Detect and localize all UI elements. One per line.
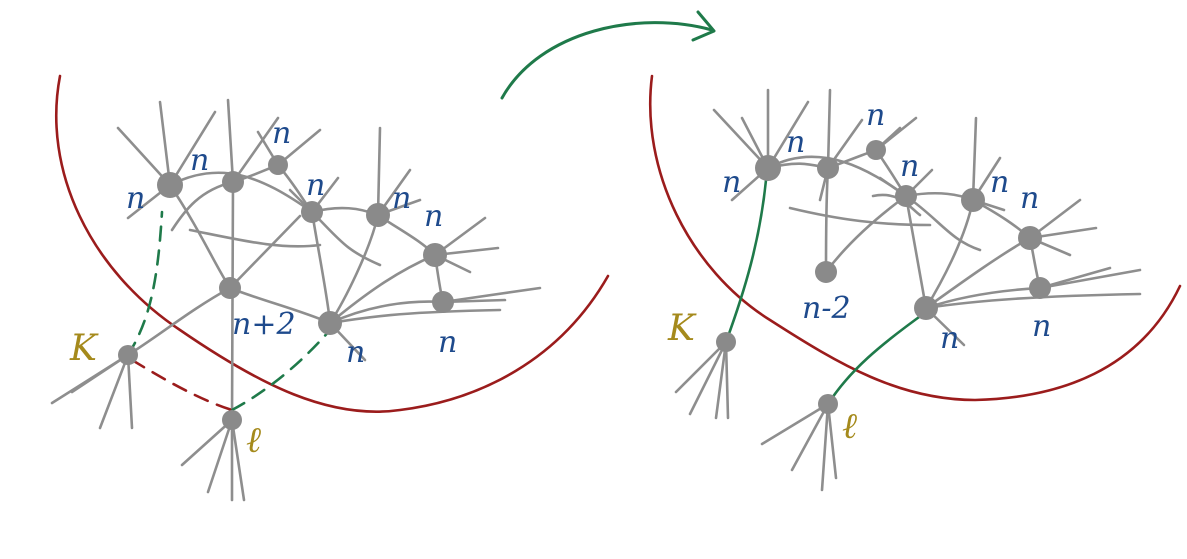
left-node	[219, 277, 241, 299]
left-degree-label: n	[306, 168, 325, 203]
right-degree-label: n-2	[802, 291, 851, 326]
left-degree-label: n	[424, 199, 443, 234]
left-edges	[50, 98, 542, 502]
left-new-edges-dashed	[126, 210, 332, 412]
left-degree-labels: n n n n n n n+2 n n	[126, 116, 457, 370]
right-degree-label: n	[900, 149, 919, 184]
left-node	[366, 203, 390, 227]
right-node	[914, 296, 938, 320]
transformation-arrow	[500, 10, 716, 100]
left-node	[157, 172, 183, 198]
right-degree-label: n	[1020, 181, 1039, 216]
right-node	[755, 155, 781, 181]
right-vertex-label-l: ℓ	[842, 406, 857, 447]
left-node	[222, 171, 244, 193]
right-node	[866, 140, 886, 160]
left-vertex-label-k: K	[69, 328, 99, 369]
left-node	[301, 201, 323, 223]
right-new-edge-l	[826, 310, 928, 406]
right-boundary-curve	[648, 74, 1182, 402]
right-node	[1018, 226, 1042, 250]
left-degree-label: n+2	[232, 307, 296, 342]
right-node	[817, 157, 839, 179]
left-node	[432, 291, 454, 313]
left-vertex-labels: K ℓ	[69, 328, 261, 461]
right-nodes	[716, 140, 1051, 414]
left-degree-label: n	[438, 325, 457, 360]
left-panel: n n n n n n n+2 n n K ℓ	[50, 74, 610, 502]
right-vertex-label-k: K	[667, 308, 697, 349]
left-nodes	[118, 155, 454, 430]
right-vertex-labels: K ℓ	[667, 308, 857, 447]
right-node-k	[716, 332, 736, 352]
left-degree-label: n	[272, 116, 291, 151]
right-degree-label: n	[1032, 309, 1051, 344]
right-node	[961, 188, 985, 212]
right-edges	[674, 88, 1142, 492]
left-degree-label: n	[126, 181, 145, 216]
right-degree-label: n	[990, 165, 1009, 200]
left-degree-label: n	[346, 335, 365, 370]
right-node	[895, 185, 917, 207]
left-boundary-curve	[55, 74, 610, 413]
right-node-l	[818, 394, 838, 414]
right-new-edges	[724, 178, 928, 406]
left-degree-label: n	[190, 143, 209, 178]
right-new-edge-k	[724, 178, 768, 344]
left-removed-edge-kl	[130, 358, 234, 412]
right-degree-label: n	[866, 98, 885, 133]
left-node-l	[222, 410, 242, 430]
right-degree-label: n	[722, 165, 741, 200]
left-node	[318, 311, 342, 335]
right-degree-labels: n n n n n n n-2 n n	[722, 98, 1051, 356]
right-node	[815, 261, 837, 283]
left-degree-label: n	[392, 181, 411, 216]
left-node	[268, 155, 288, 175]
left-node-k	[118, 345, 138, 365]
right-node	[1029, 277, 1051, 299]
left-node	[423, 243, 447, 267]
right-degree-label: n	[786, 125, 805, 160]
left-vertex-label-l: ℓ	[246, 420, 261, 461]
right-degree-label: n	[940, 321, 959, 356]
right-panel: n n n n n n n-2 n n K ℓ	[648, 74, 1182, 492]
